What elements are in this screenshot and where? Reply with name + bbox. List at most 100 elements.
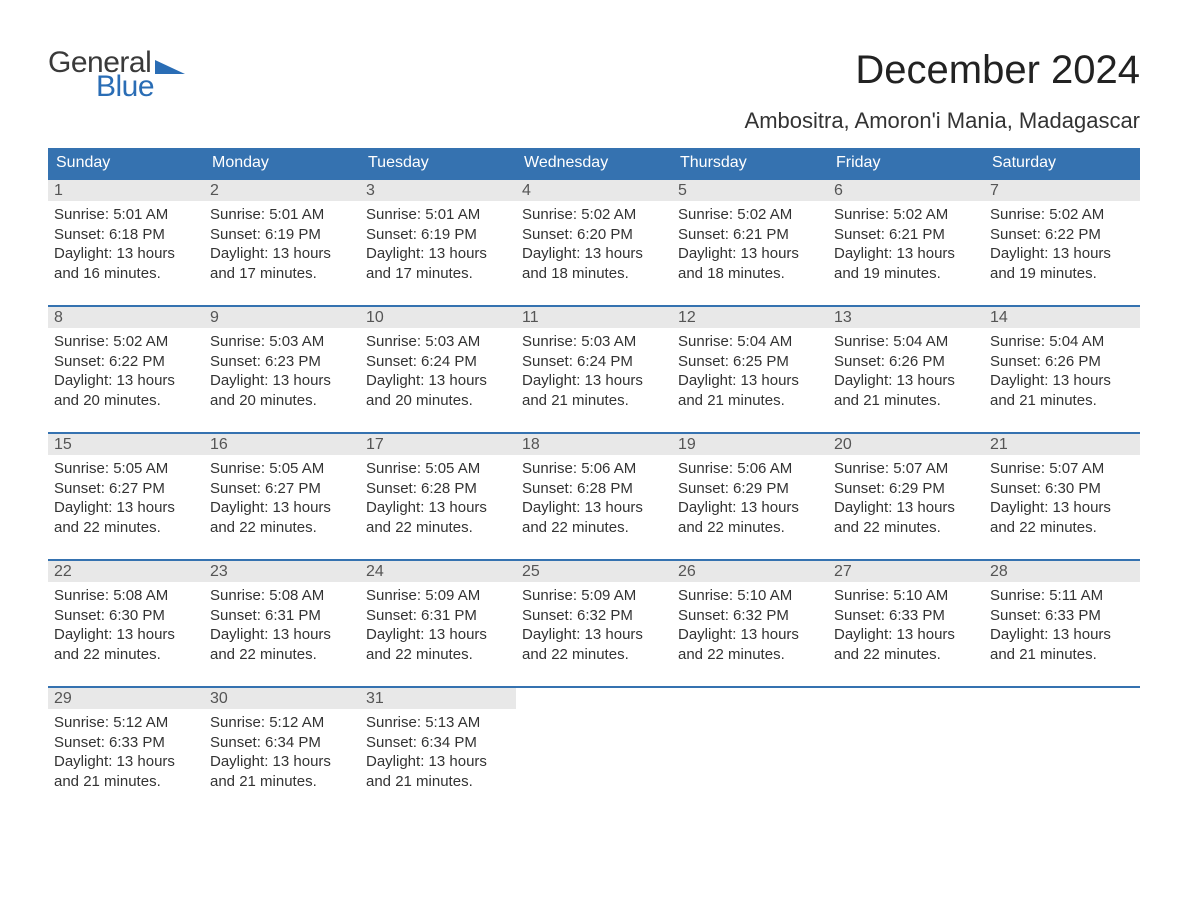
day-number: 22 xyxy=(48,561,204,582)
sunset-text: Sunset: 6:21 PM xyxy=(834,225,978,245)
calendar-day-cell: 3Sunrise: 5:01 AMSunset: 6:19 PMDaylight… xyxy=(360,180,516,305)
daylight-text-line2: and 17 minutes. xyxy=(210,264,354,284)
daylight-text-line2: and 21 minutes. xyxy=(990,645,1134,665)
daylight-text-line2: and 19 minutes. xyxy=(834,264,978,284)
sunrise-text: Sunrise: 5:02 AM xyxy=(990,205,1134,225)
sunset-text: Sunset: 6:34 PM xyxy=(210,733,354,753)
day-details: Sunrise: 5:07 AMSunset: 6:30 PMDaylight:… xyxy=(984,455,1140,543)
sunset-text: Sunset: 6:30 PM xyxy=(990,479,1134,499)
calendar-day-cell: 4Sunrise: 5:02 AMSunset: 6:20 PMDaylight… xyxy=(516,180,672,305)
daylight-text-line1: Daylight: 13 hours xyxy=(210,371,354,391)
daylight-text-line1: Daylight: 13 hours xyxy=(366,244,510,264)
calendar-day-cell: 31Sunrise: 5:13 AMSunset: 6:34 PMDayligh… xyxy=(360,688,516,813)
daylight-text-line1: Daylight: 13 hours xyxy=(678,371,822,391)
calendar-day-cell: 26Sunrise: 5:10 AMSunset: 6:32 PMDayligh… xyxy=(672,561,828,686)
day-number: 9 xyxy=(204,307,360,328)
sunrise-text: Sunrise: 5:01 AM xyxy=(54,205,198,225)
day-number: 2 xyxy=(204,180,360,201)
daylight-text-line2: and 18 minutes. xyxy=(678,264,822,284)
daylight-text-line1: Daylight: 13 hours xyxy=(834,625,978,645)
weekday-header-cell: Monday xyxy=(204,148,360,178)
calendar-day-cell: 29Sunrise: 5:12 AMSunset: 6:33 PMDayligh… xyxy=(48,688,204,813)
day-details: Sunrise: 5:03 AMSunset: 6:24 PMDaylight:… xyxy=(516,328,672,416)
calendar-day-cell: 24Sunrise: 5:09 AMSunset: 6:31 PMDayligh… xyxy=(360,561,516,686)
calendar-day-cell: 6Sunrise: 5:02 AMSunset: 6:21 PMDaylight… xyxy=(828,180,984,305)
daylight-text-line1: Daylight: 13 hours xyxy=(210,752,354,772)
day-details: Sunrise: 5:07 AMSunset: 6:29 PMDaylight:… xyxy=(828,455,984,543)
sunrise-text: Sunrise: 5:08 AM xyxy=(54,586,198,606)
calendar: SundayMondayTuesdayWednesdayThursdayFrid… xyxy=(48,148,1140,813)
sunrise-text: Sunrise: 5:05 AM xyxy=(54,459,198,479)
calendar-day-cell: 1Sunrise: 5:01 AMSunset: 6:18 PMDaylight… xyxy=(48,180,204,305)
daylight-text-line1: Daylight: 13 hours xyxy=(834,371,978,391)
daylight-text-line1: Daylight: 13 hours xyxy=(54,498,198,518)
sunset-text: Sunset: 6:31 PM xyxy=(210,606,354,626)
calendar-day-cell: 23Sunrise: 5:08 AMSunset: 6:31 PMDayligh… xyxy=(204,561,360,686)
calendar-day-cell: 28Sunrise: 5:11 AMSunset: 6:33 PMDayligh… xyxy=(984,561,1140,686)
sunrise-text: Sunrise: 5:12 AM xyxy=(210,713,354,733)
day-number: 29 xyxy=(48,688,204,709)
calendar-day-cell: 30Sunrise: 5:12 AMSunset: 6:34 PMDayligh… xyxy=(204,688,360,813)
daylight-text-line1: Daylight: 13 hours xyxy=(990,244,1134,264)
day-number: 8 xyxy=(48,307,204,328)
day-number: 26 xyxy=(672,561,828,582)
day-number: 25 xyxy=(516,561,672,582)
sunrise-text: Sunrise: 5:05 AM xyxy=(366,459,510,479)
logo-text-blue: Blue xyxy=(96,72,185,102)
calendar-day-cell: 19Sunrise: 5:06 AMSunset: 6:29 PMDayligh… xyxy=(672,434,828,559)
sunrise-text: Sunrise: 5:01 AM xyxy=(366,205,510,225)
daylight-text-line1: Daylight: 13 hours xyxy=(54,244,198,264)
daylight-text-line2: and 22 minutes. xyxy=(366,645,510,665)
day-number: 7 xyxy=(984,180,1140,201)
sunset-text: Sunset: 6:33 PM xyxy=(54,733,198,753)
daylight-text-line2: and 21 minutes. xyxy=(210,772,354,792)
sunset-text: Sunset: 6:21 PM xyxy=(678,225,822,245)
daylight-text-line2: and 22 minutes. xyxy=(210,518,354,538)
day-number: 21 xyxy=(984,434,1140,455)
sunrise-text: Sunrise: 5:07 AM xyxy=(834,459,978,479)
sunset-text: Sunset: 6:33 PM xyxy=(834,606,978,626)
day-number xyxy=(828,688,984,709)
daylight-text-line1: Daylight: 13 hours xyxy=(990,371,1134,391)
day-number: 12 xyxy=(672,307,828,328)
sunset-text: Sunset: 6:24 PM xyxy=(366,352,510,372)
sunrise-text: Sunrise: 5:11 AM xyxy=(990,586,1134,606)
sunset-text: Sunset: 6:31 PM xyxy=(366,606,510,626)
daylight-text-line1: Daylight: 13 hours xyxy=(990,498,1134,518)
sunrise-text: Sunrise: 5:03 AM xyxy=(210,332,354,352)
sunrise-text: Sunrise: 5:13 AM xyxy=(366,713,510,733)
daylight-text-line2: and 22 minutes. xyxy=(54,645,198,665)
sunset-text: Sunset: 6:18 PM xyxy=(54,225,198,245)
daylight-text-line2: and 22 minutes. xyxy=(834,645,978,665)
day-number: 28 xyxy=(984,561,1140,582)
day-number: 14 xyxy=(984,307,1140,328)
daylight-text-line2: and 20 minutes. xyxy=(54,391,198,411)
weekday-header-row: SundayMondayTuesdayWednesdayThursdayFrid… xyxy=(48,148,1140,178)
day-number xyxy=(984,688,1140,709)
day-number: 13 xyxy=(828,307,984,328)
daylight-text-line1: Daylight: 13 hours xyxy=(210,625,354,645)
daylight-text-line2: and 22 minutes. xyxy=(678,518,822,538)
daylight-text-line1: Daylight: 13 hours xyxy=(366,498,510,518)
daylight-text-line1: Daylight: 13 hours xyxy=(366,625,510,645)
day-details: Sunrise: 5:03 AMSunset: 6:24 PMDaylight:… xyxy=(360,328,516,416)
calendar-day-cell: 7Sunrise: 5:02 AMSunset: 6:22 PMDaylight… xyxy=(984,180,1140,305)
day-details: Sunrise: 5:10 AMSunset: 6:32 PMDaylight:… xyxy=(672,582,828,670)
sunset-text: Sunset: 6:27 PM xyxy=(210,479,354,499)
day-details: Sunrise: 5:08 AMSunset: 6:31 PMDaylight:… xyxy=(204,582,360,670)
calendar-day-cell: 18Sunrise: 5:06 AMSunset: 6:28 PMDayligh… xyxy=(516,434,672,559)
daylight-text-line2: and 21 minutes. xyxy=(834,391,978,411)
daylight-text-line2: and 22 minutes. xyxy=(210,645,354,665)
daylight-text-line1: Daylight: 13 hours xyxy=(522,371,666,391)
day-number: 24 xyxy=(360,561,516,582)
day-number: 15 xyxy=(48,434,204,455)
sunrise-text: Sunrise: 5:04 AM xyxy=(834,332,978,352)
sunrise-text: Sunrise: 5:08 AM xyxy=(210,586,354,606)
daylight-text-line1: Daylight: 13 hours xyxy=(210,244,354,264)
day-details: Sunrise: 5:12 AMSunset: 6:34 PMDaylight:… xyxy=(204,709,360,797)
daylight-text-line1: Daylight: 13 hours xyxy=(834,244,978,264)
calendar-day-cell: 27Sunrise: 5:10 AMSunset: 6:33 PMDayligh… xyxy=(828,561,984,686)
sunrise-text: Sunrise: 5:02 AM xyxy=(834,205,978,225)
weekday-header-cell: Sunday xyxy=(48,148,204,178)
sunrise-text: Sunrise: 5:05 AM xyxy=(210,459,354,479)
